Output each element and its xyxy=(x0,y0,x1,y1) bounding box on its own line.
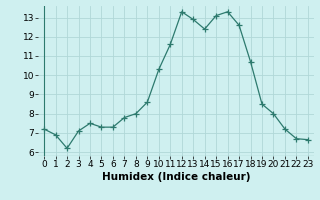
X-axis label: Humidex (Indice chaleur): Humidex (Indice chaleur) xyxy=(102,172,250,182)
